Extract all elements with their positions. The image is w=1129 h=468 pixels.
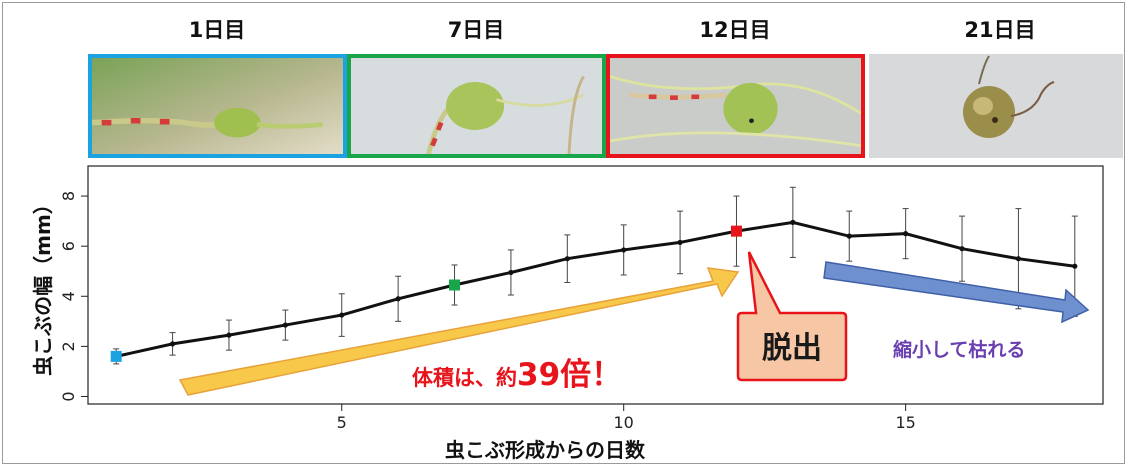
- data-point: [621, 247, 627, 253]
- day-label-1: 1日目: [188, 18, 246, 42]
- x-axis-title: 虫こぶ形成からの日数: [445, 438, 646, 462]
- data-points: [110, 219, 1078, 362]
- data-point: [1072, 263, 1078, 269]
- day-label-21: 21日目: [964, 18, 1036, 42]
- series-group: [115, 220, 1076, 358]
- highlight-point: [110, 350, 122, 362]
- data-point: [677, 239, 683, 246]
- data-point: [282, 322, 288, 328]
- x-tick-label: 5: [337, 413, 347, 432]
- highlight-point: [730, 225, 742, 237]
- data-point: [339, 312, 345, 318]
- escape-callout: [736, 251, 848, 382]
- series-line: [115, 220, 1076, 358]
- x-axis: 5 10 15: [337, 404, 916, 432]
- y-axis: 0 2 4 6 8: [59, 191, 88, 402]
- escape-callout-text: 脱出: [762, 331, 822, 366]
- growth-annotation-number: 39倍！: [517, 357, 622, 393]
- growth-annotation: 体積は、約39倍！: [412, 357, 622, 393]
- gall-photo-day-21: [869, 54, 1123, 158]
- shrink-arrow: [823, 261, 1090, 324]
- y-tick-label: 2: [59, 341, 78, 351]
- y-tick-label: 4: [59, 291, 78, 301]
- x-tick-label: 15: [895, 413, 915, 432]
- data-point: [564, 256, 570, 262]
- day-label-7: 7日目: [447, 18, 505, 42]
- data-point: [395, 296, 401, 302]
- data-point: [169, 341, 176, 347]
- y-axis-title: 虫こぶの幅（mm）: [31, 194, 55, 376]
- growth-annotation-prefix: 体積は、約: [412, 366, 517, 390]
- gall-photo-day-1: [88, 54, 347, 158]
- data-point: [508, 269, 514, 276]
- data-point: [790, 219, 796, 225]
- y-tick-label: 8: [59, 191, 78, 201]
- y-tick-label: 0: [59, 391, 78, 401]
- y-tick-label: 6: [59, 241, 78, 251]
- day-label-12: 12日目: [699, 18, 771, 42]
- highlight-point: [449, 279, 461, 291]
- x-tick-label: 10: [614, 413, 634, 432]
- gall-photo-day-7: [347, 54, 606, 158]
- data-point: [226, 332, 232, 338]
- growth-arrow: [178, 267, 740, 396]
- data-point: [959, 246, 965, 252]
- data-point: [846, 233, 852, 239]
- data-point: [1015, 256, 1022, 262]
- data-point: [903, 231, 909, 237]
- shrink-annotation: 縮小して枯れる: [893, 338, 1025, 361]
- gall-photo-day-12: [606, 54, 865, 158]
